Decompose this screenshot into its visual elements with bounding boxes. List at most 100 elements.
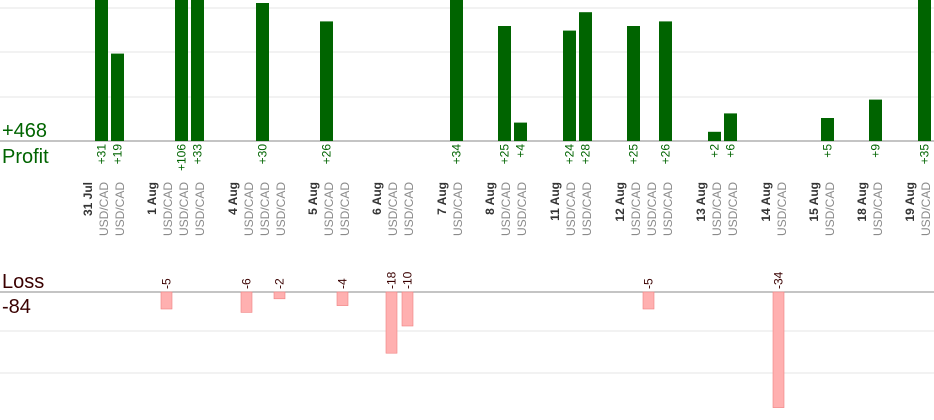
profit-value-label: +34 (450, 144, 464, 165)
pair-label: USD/CAD (113, 182, 127, 236)
profit-value-label: +6 (724, 144, 738, 158)
profit-bar (708, 131, 721, 141)
pair-label: USD/CAD (97, 182, 111, 236)
pair-label: USD/CAD (177, 182, 191, 236)
pair-label: USD/CAD (629, 182, 643, 236)
profit-total: +468 (2, 120, 47, 142)
profit-value-label: +31 (95, 144, 109, 165)
pair-label: USD/CAD (919, 182, 933, 236)
profit-value-label: +35 (918, 144, 932, 165)
profit-bar (563, 30, 576, 142)
profit-value-label: +19 (111, 144, 125, 165)
profit-bar (111, 53, 124, 141)
profit-bar (175, 0, 188, 141)
pair-label: USD/CAD (499, 182, 513, 236)
loss-bar (273, 291, 286, 300)
loss-value-label: -2 (273, 278, 287, 289)
profit-bar (256, 3, 269, 141)
pair-label: USD/CAD (242, 182, 256, 236)
pair-label: USD/CAD (871, 182, 885, 236)
profit-value-label: +26 (659, 144, 673, 165)
loss-bar (336, 291, 349, 306)
pair-label: USD/CAD (451, 182, 465, 236)
date-label: 6 Aug (370, 182, 384, 215)
profit-bar (869, 99, 882, 141)
loss-bar (385, 291, 398, 354)
loss-label: Loss (2, 271, 44, 293)
pair-label: USD/CAD (161, 182, 175, 236)
profit-bar (450, 0, 463, 141)
date-label: 5 Aug (306, 182, 320, 215)
profit-value-label: +25 (498, 144, 512, 165)
profit-bar (95, 0, 108, 142)
pair-label: USD/CAD (645, 182, 659, 236)
profit-bar (191, 0, 204, 142)
date-label: 12 Aug (613, 182, 627, 222)
pair-label: USD/CAD (386, 182, 400, 236)
profit-bar (627, 26, 640, 141)
loss-value-label: -5 (160, 278, 174, 289)
loss-bar (642, 291, 655, 310)
profit-value-label: +33 (191, 144, 205, 165)
profit-label: Profit (2, 146, 49, 168)
loss-value-label: -18 (385, 271, 399, 289)
loss-bar (401, 291, 414, 327)
profit-value-label: +9 (869, 144, 883, 158)
date-label: 7 Aug (435, 182, 449, 215)
profit-bar (659, 21, 672, 141)
loss-value-label: -5 (642, 278, 656, 289)
profit-value-label: +24 (563, 144, 577, 165)
pair-label: USD/CAD (775, 182, 789, 236)
profit-bar (514, 122, 527, 141)
profit-bar (918, 0, 931, 141)
pair-label: USD/CAD (258, 182, 272, 236)
pair-label: USD/CAD (322, 182, 336, 236)
loss-bar (772, 291, 785, 408)
date-label: 19 Aug (903, 182, 917, 222)
profit-bars (95, 0, 931, 142)
profit-bar (579, 12, 592, 142)
profit-bar (724, 113, 737, 141)
pair-label: USD/CAD (710, 182, 724, 236)
profit-bar (320, 21, 333, 141)
profit-value-label: +28 (579, 144, 593, 165)
date-label: 11 Aug (548, 182, 562, 221)
profit-value-label: +25 (627, 144, 641, 165)
profit-value-label: +4 (514, 144, 528, 158)
date-labels: 31 Jul USD/CAD USD/CAD 1 Aug USD/CAD USD/CAD U… (81, 182, 933, 236)
pair-label: USD/CAD (274, 182, 288, 236)
loss-bar (160, 291, 173, 310)
profit-bar (498, 26, 511, 141)
date-label: 31 Jul (81, 182, 95, 216)
pair-label: USD/CAD (338, 182, 352, 236)
date-label: 4 Aug (226, 182, 240, 215)
loss-value-labels: -5 -6 -2 -4 -18 -10 -5 -34 (160, 271, 786, 289)
date-label: 1 Aug (145, 182, 159, 215)
pair-label: USD/CAD (564, 182, 578, 236)
loss-bars (160, 291, 785, 408)
profit-value-label: +30 (256, 144, 270, 165)
pair-label: USD/CAD (580, 182, 594, 236)
loss-value-label: -6 (240, 278, 254, 289)
date-label: 13 Aug (694, 182, 708, 222)
pair-label: USD/CAD (515, 182, 529, 236)
profit-value-labels: +31 +19 +106 +33 +30 +26 +34 +25 +4 +24 +28 +25 +26 +… (95, 144, 932, 171)
date-label: 18 Aug (855, 182, 869, 222)
pair-label: USD/CAD (402, 182, 416, 236)
profit-value-label: +106 (175, 144, 189, 171)
loss-value-label: -10 (401, 271, 415, 289)
pair-label: USD/CAD (823, 182, 837, 236)
loss-bar (240, 291, 253, 313)
profit-value-label: +5 (821, 144, 835, 158)
profit-value-label: +2 (708, 144, 722, 158)
profit-value-label: +26 (320, 144, 334, 165)
date-label: 8 Aug (483, 182, 497, 215)
profit-bar (821, 118, 834, 141)
gridlines (0, 7, 934, 374)
pair-label: USD/CAD (661, 182, 675, 236)
loss-value-label: -4 (336, 278, 350, 289)
date-label: 14 Aug (759, 182, 773, 222)
loss-value-label: -34 (772, 271, 786, 289)
loss-total: -84 (2, 296, 31, 318)
